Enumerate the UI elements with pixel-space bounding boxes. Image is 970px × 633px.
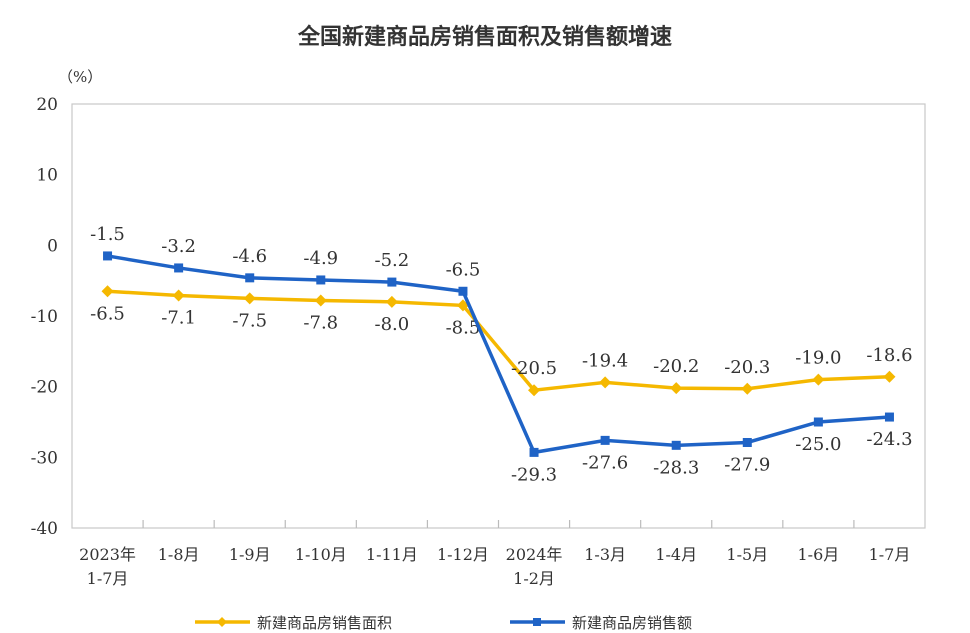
data-label: -7.5 — [232, 310, 267, 331]
x-tick-label: 1-9月 — [229, 545, 271, 564]
data-point — [671, 440, 681, 450]
data-label: -20.3 — [724, 357, 770, 378]
data-point — [812, 373, 825, 386]
data-point — [172, 289, 185, 302]
data-label: -8.0 — [375, 314, 410, 335]
data-label: -4.9 — [303, 248, 338, 269]
data-label: -5.2 — [375, 250, 410, 271]
y-tick-label: -30 — [31, 448, 58, 468]
data-label: -7.1 — [161, 308, 196, 329]
x-tick-label: 1-11月 — [366, 545, 418, 564]
data-label: -6.5 — [90, 303, 125, 324]
data-point — [813, 417, 823, 427]
y-tick-label: 10 — [36, 166, 58, 186]
x-tick-label: 2023年 — [79, 545, 136, 564]
data-label: -24.3 — [866, 429, 912, 450]
legend-label: 新建商品房销售额 — [572, 614, 692, 632]
data-point — [599, 376, 612, 389]
x-tick-label: 1-8月 — [158, 545, 200, 564]
y-tick-label: -20 — [31, 378, 58, 398]
data-point — [387, 277, 397, 287]
legend-marker — [533, 618, 541, 626]
data-label: -28.3 — [653, 457, 699, 478]
data-point — [314, 294, 327, 307]
data-label: -29.3 — [511, 464, 557, 485]
data-label: -7.8 — [303, 312, 338, 333]
data-label: -20.5 — [511, 358, 557, 379]
plot-frame — [71, 103, 926, 529]
data-point — [884, 412, 894, 422]
y-tick-label: -10 — [31, 307, 58, 327]
data-point — [529, 447, 539, 457]
data-label: -6.5 — [446, 259, 481, 280]
data-label: -1.5 — [90, 224, 125, 245]
y-axis-unit: （%） — [58, 68, 102, 86]
x-tick-label: 1-7月 — [87, 569, 129, 588]
y-tick-label: 0 — [47, 236, 58, 256]
legend-marker — [217, 617, 227, 627]
series-line-0 — [107, 289, 890, 393]
data-point — [528, 384, 541, 397]
data-label: -20.2 — [653, 356, 699, 377]
chart-title: 全国新建商品房销售面积及销售额增速 — [297, 24, 672, 50]
data-point — [742, 437, 752, 447]
data-point — [103, 251, 113, 261]
x-tick-label: 1-7月 — [869, 545, 911, 564]
data-point — [243, 292, 256, 305]
data-point — [174, 263, 184, 273]
data-point — [741, 382, 754, 395]
data-label: -19.4 — [582, 350, 628, 371]
data-label: -3.2 — [161, 236, 196, 257]
data-point — [458, 286, 468, 296]
x-tick-label: 1-3月 — [584, 545, 626, 564]
data-point — [245, 273, 255, 283]
data-point — [883, 370, 896, 383]
legend-label: 新建商品房销售面积 — [257, 614, 392, 632]
x-tick-label: 2024年 — [506, 545, 563, 564]
data-point — [385, 295, 398, 308]
x-tick-label: 1-6月 — [797, 545, 839, 564]
data-label: -8.5 — [446, 317, 481, 338]
data-label: -18.6 — [866, 345, 912, 366]
y-tick-label: -40 — [31, 519, 58, 539]
series-line-1 — [107, 254, 890, 455]
y-tick-label: 20 — [36, 95, 58, 115]
x-tick-label: 1-12月 — [437, 545, 489, 564]
data-point — [316, 275, 326, 285]
x-tick-label: 1-10月 — [295, 545, 347, 564]
x-tick-label: 1-4月 — [655, 545, 697, 564]
data-label: -27.6 — [582, 452, 628, 473]
data-label: -4.6 — [232, 246, 267, 267]
x-tick-label: 1-5月 — [726, 545, 768, 564]
data-point — [600, 435, 610, 445]
x-tick-label: 1-2月 — [513, 569, 555, 588]
data-label: -19.0 — [795, 348, 841, 369]
data-label: -27.9 — [724, 454, 770, 475]
data-point — [670, 382, 683, 395]
data-point — [101, 285, 114, 298]
data-label: -25.0 — [795, 434, 841, 455]
